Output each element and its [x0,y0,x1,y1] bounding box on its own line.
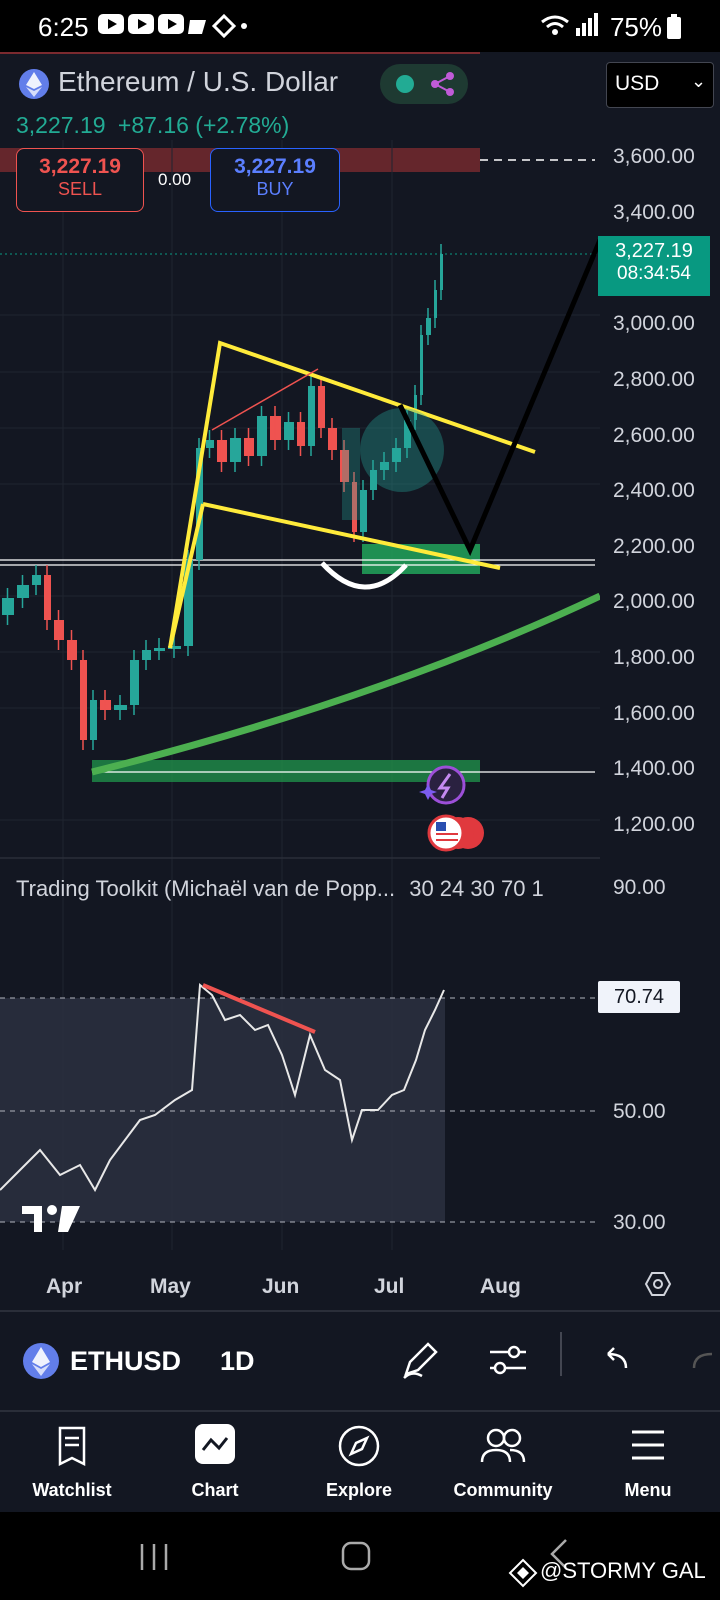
chart-settings-icon[interactable] [644,1270,672,1298]
rsi-divergence-line[interactable] [202,983,316,1034]
tradingview-logo-icon [22,1205,80,1232]
notification-icons [188,14,247,38]
chart-icon [195,1424,235,1464]
month-label: Aug [480,1275,521,1298]
price-change: +87.16 (+2.78%) [117,112,290,138]
month-label: Jul [374,1275,405,1298]
price-tick: 2,600.00 [613,424,695,447]
month-label: Jun [262,1275,300,1298]
price-chart[interactable] [0,140,600,1300]
system-nav-bar: @STORMY GAL [0,1512,720,1600]
month-label: Apr [46,1275,83,1298]
sell-label: SELL [57,179,103,199]
bottom-nav: Watchlist Chart Explore Community Menu [0,1412,720,1512]
highlight-circle[interactable] [360,408,444,492]
price-tick: 1,800.00 [613,646,695,669]
chart-toolbar: ETHUSD 1D [0,1312,720,1410]
candlestick-series [2,244,443,750]
spread-value: 0.00 [158,170,192,189]
indicator-tick: 90.00 [613,876,666,899]
divergence-line [211,368,319,431]
wedge-pattern[interactable] [168,340,536,649]
ethereum-logo-icon[interactable] [18,68,50,100]
market-status-pill[interactable] [380,64,468,104]
buy-label: BUY [256,179,294,199]
currency-value: USD [615,72,660,95]
price-tick: 2,200.00 [613,535,695,558]
buy-button[interactable]: 3,227.19 BUY [210,148,340,212]
watchlist-icon [58,1426,86,1466]
symbol-logo-icon[interactable] [22,1342,60,1380]
price-tick: 1,400.00 [613,757,695,780]
price-change-row: 3,227.19 +87.16 (+2.78%) [16,112,289,139]
share-node-icon [431,72,454,96]
support-zone-lower[interactable] [92,760,480,782]
watermark-logo-icon [508,1558,538,1588]
home-icon[interactable] [340,1540,372,1572]
growth-curve[interactable] [91,592,600,776]
nav-label: Menu [624,1480,672,1500]
sell-button[interactable]: 3,227.19 SELL [16,148,144,212]
indicator-params: 30 24 30 70 1 [409,876,544,901]
top-divider [0,52,480,54]
menu-icon [632,1430,664,1460]
compass-icon [338,1425,380,1467]
nav-label: Chart [191,1480,239,1500]
highlight-rect [342,428,360,520]
current-price-label: 3,227.19 [615,240,693,262]
month-label: May [150,1275,191,1298]
price-tick: 3,000.00 [613,312,695,335]
lightning-event-icon[interactable] [426,765,466,805]
bar-countdown: 08:34:54 [617,263,691,284]
price-tick: 1,600.00 [613,702,695,725]
undo-icon[interactable] [600,1344,630,1374]
community-icon [480,1428,526,1463]
youtube-icon [158,14,184,34]
bottom-arc-drawing[interactable] [320,561,408,590]
buy-price: 3,227.19 [234,155,316,178]
price-tick: 2,000.00 [613,590,695,613]
price-tick: 1,200.00 [613,813,695,836]
wifi-signal-icon [541,13,598,36]
price-tick: 3,600.00 [613,145,695,168]
last-price: 3,227.19 [16,112,106,138]
toolbar-symbol[interactable]: ETHUSD [70,1346,182,1376]
price-tick: 3,400.00 [613,201,695,224]
status-time: 6:25 [38,12,89,42]
rsi-line [0,982,445,1193]
projection-path[interactable] [397,239,600,557]
nav-label: Watchlist [32,1480,112,1500]
nav-label: Community [453,1480,553,1500]
youtube-icon [98,14,124,34]
recent-apps-icon[interactable] [138,1542,172,1572]
indicator-tick: 30.00 [613,1211,666,1234]
indicator-legend[interactable]: Trading Toolkit (Michaël van de Popp... … [16,876,544,902]
market-open-dot [396,75,414,93]
battery-icon [667,14,681,39]
indicator-tick: 50.00 [613,1100,666,1123]
interval-button[interactable]: 1D [220,1346,255,1376]
currency-select[interactable]: USD ⌄ [606,62,714,108]
battery-level: 75% [609,12,662,42]
chevron-down-icon: ⌄ [691,71,707,91]
status-bar: 6:25 75% [0,0,720,52]
nav-label: Explore [325,1480,393,1500]
indicator-value-tag: 70.74 [598,981,680,1013]
symbol-title[interactable]: Ethereum / U.S. Dollar [58,66,339,97]
price-tick: 2,400.00 [613,479,695,502]
indicator-title: Trading Toolkit (Michaël van de Popp... [16,876,396,901]
watermark-text: @STORMY GAL [540,1558,706,1583]
price-tick: 2,800.00 [613,368,695,391]
current-price-tag: 3,227.19 08:34:54 [598,236,710,296]
redo-icon[interactable] [690,1344,720,1374]
pencil-icon[interactable] [400,1340,440,1380]
sell-price: 3,227.19 [39,155,121,178]
indicators-icon[interactable] [488,1342,528,1378]
back-icon[interactable] [548,1538,570,1572]
youtube-icon [128,14,154,34]
